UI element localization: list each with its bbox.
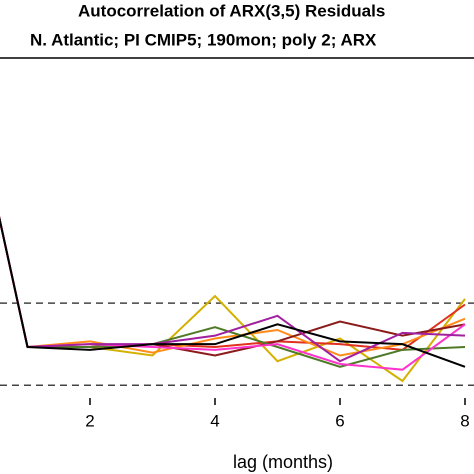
series-line — [0, 216, 466, 368]
series-line — [0, 216, 466, 357]
chart-title: Autocorrelation of ARX(3,5) Residuals — [78, 1, 385, 20]
series-line — [0, 216, 466, 357]
series-line — [0, 216, 466, 351]
series-line — [0, 216, 466, 368]
x-tick-label: 8 — [460, 411, 469, 430]
x-tick-label: 4 — [210, 411, 219, 430]
chart-subtitle: N. Atlantic; PI CMIP5; 190mon; poly 2; A… — [30, 30, 377, 49]
x-tick-label: 6 — [335, 411, 344, 430]
x-tick-label: 2 — [85, 411, 94, 430]
series-line — [0, 216, 466, 363]
series-line — [0, 216, 466, 371]
x-axis-label: lag (months) — [233, 452, 333, 472]
